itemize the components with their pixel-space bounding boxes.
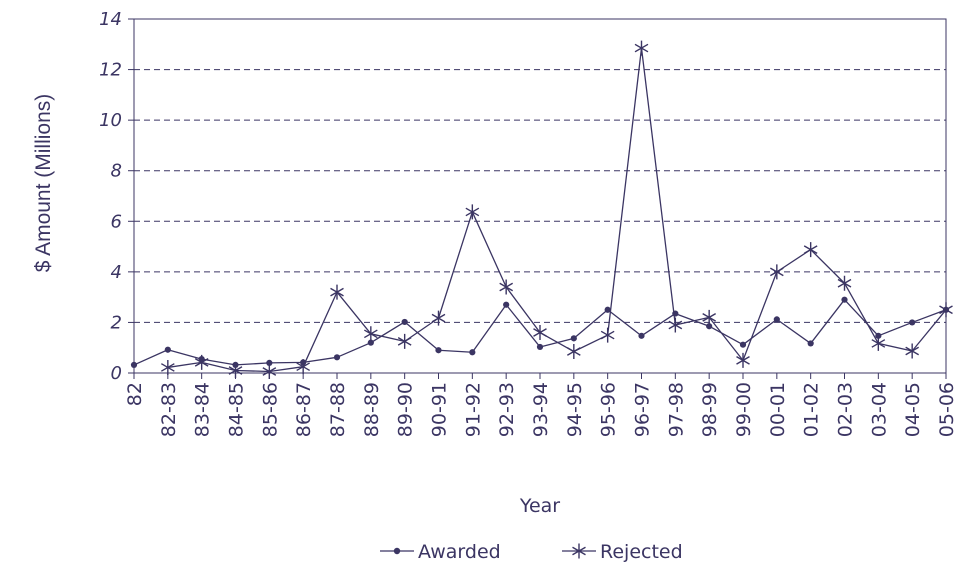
x-tick-label-97-98: 97-98 (665, 382, 687, 437)
point-awarded-01-02 (807, 340, 814, 347)
x-tick-label-96-97: 96-97 (632, 382, 654, 437)
point-awarded-00-01 (773, 316, 780, 323)
series-rejected (160, 40, 953, 379)
y-tick-label-14: 14 (99, 9, 122, 30)
x-tick-label-85-86: 85-86 (259, 382, 281, 437)
grid-lines (134, 69, 946, 323)
point-rejected-86-87 (296, 359, 311, 375)
y-tick-label-10: 10 (99, 110, 122, 131)
point-rejected-02-03 (837, 275, 852, 291)
series (130, 40, 953, 379)
y-axis-title: $ Amount (Millions) (32, 94, 55, 273)
point-rejected-93-94 (533, 325, 547, 341)
point-rejected-85-86 (262, 363, 277, 379)
point-awarded-95-96 (604, 306, 611, 313)
point-awarded-93-94 (536, 343, 544, 351)
y-tick-label-2: 2 (111, 312, 122, 333)
y-tick-label-0: 0 (111, 363, 122, 384)
point-awarded-92-93 (503, 301, 510, 308)
point-rejected-92-93 (499, 279, 514, 295)
legend: Awarded Rejected (380, 541, 683, 563)
point-awarded-94-95 (570, 335, 577, 342)
x-tick-label-04-05: 04-05 (902, 382, 924, 437)
point-awarded-91-92 (469, 349, 476, 356)
y-tick-label-6: 6 (111, 211, 122, 232)
point-awarded-82 (130, 361, 138, 369)
point-rejected-94-95 (566, 344, 581, 360)
point-awarded-87-88 (333, 354, 341, 361)
x-tick-label-92-93: 92-93 (496, 382, 518, 437)
point-awarded-96-97 (638, 332, 645, 339)
point-rejected-05-06 (939, 302, 953, 318)
y-tick-labels: 0 2 4 6 8 10 12 14 (99, 9, 122, 384)
legend-item-rejected: Rejected (562, 541, 683, 563)
point-rejected-82-83 (160, 359, 175, 375)
point-awarded-02-03 (841, 296, 848, 303)
x-tick-label-93-94: 93-94 (530, 382, 552, 437)
x-tick-label-01-02: 01-02 (801, 382, 823, 437)
legend-awarded-label: Awarded (418, 541, 501, 563)
point-rejected-95-96 (600, 327, 615, 343)
point-awarded-04-05 (909, 319, 916, 326)
point-awarded-03-04 (875, 332, 882, 339)
point-rejected-01-02 (803, 242, 818, 258)
point-rejected-00-01 (769, 264, 784, 280)
x-tick-label-82-83: 82-83 (158, 382, 180, 437)
y-tick-label-4: 4 (111, 262, 122, 283)
axes (128, 18, 947, 379)
y-tick-label-12: 12 (99, 60, 122, 81)
legend-rejected-marker (572, 543, 586, 559)
point-rejected-91-92 (465, 204, 480, 220)
point-awarded-99-00 (739, 341, 747, 348)
x-tick-label-90-91: 90-91 (429, 382, 451, 437)
legend-star-shape (572, 543, 586, 559)
point-rejected-90-91 (431, 310, 446, 326)
x-tick-label-02-03: 02-03 (835, 382, 857, 437)
x-tick-label-98-99: 98-99 (699, 382, 721, 437)
series-awarded (130, 296, 950, 369)
x-tick-label-94-95: 94-95 (564, 382, 586, 437)
x-tick-label-03-04: 03-04 (868, 382, 890, 437)
point-awarded-98-99 (706, 323, 713, 330)
x-tick-label-00-01: 00-01 (767, 382, 789, 437)
point-awarded-90-91 (435, 347, 442, 354)
point-rejected-04-05 (905, 343, 920, 359)
point-rejected-87-88 (330, 284, 344, 300)
point-awarded-89-90 (401, 318, 408, 326)
x-tick-label-91-92: 91-92 (462, 382, 484, 437)
series-line-rejected (167, 47, 947, 373)
x-tick-label-05-06: 05-06 (936, 382, 958, 437)
x-tick-label-84-85: 84-85 (226, 382, 248, 437)
legend-awarded-marker (393, 547, 401, 555)
x-tick-label-87-88: 87-88 (327, 382, 349, 437)
point-rejected-98-99 (702, 309, 717, 325)
point-awarded-85-86 (266, 359, 273, 366)
plot-frame (133, 18, 947, 374)
point-rejected-96-97 (634, 40, 649, 56)
point-rejected-88-89 (363, 326, 378, 342)
x-tick-label-88-89: 88-89 (361, 382, 383, 437)
x-tick-label-86-87: 86-87 (293, 382, 315, 437)
legend-item-awarded: Awarded (380, 541, 501, 563)
point-rejected-03-04 (871, 335, 886, 351)
x-tick-label-83-84: 83-84 (192, 382, 214, 437)
point-rejected-97-98 (668, 317, 683, 333)
legend-rejected-label: Rejected (600, 541, 683, 563)
x-tick-label-95-96: 95-96 (598, 382, 620, 437)
point-awarded-88-89 (367, 339, 374, 346)
x-tick-label-89-90: 89-90 (395, 382, 417, 437)
point-awarded-82-83 (164, 346, 171, 353)
point-rejected-84-85 (228, 362, 243, 378)
x-axis-title: Year (519, 495, 560, 517)
x-tick-label-99-00: 99-00 (733, 382, 755, 437)
x-tick-label-82: 82 (124, 382, 146, 406)
point-rejected-99-00 (736, 352, 750, 368)
x-tick-labels: 82 82-83 83-84 84-85 85-86 86-87 87-88 88-89 89-… (124, 382, 958, 437)
y-tick-label-8: 8 (111, 161, 122, 182)
point-rejected-83-84 (194, 354, 209, 370)
point-rejected-89-90 (397, 333, 412, 349)
